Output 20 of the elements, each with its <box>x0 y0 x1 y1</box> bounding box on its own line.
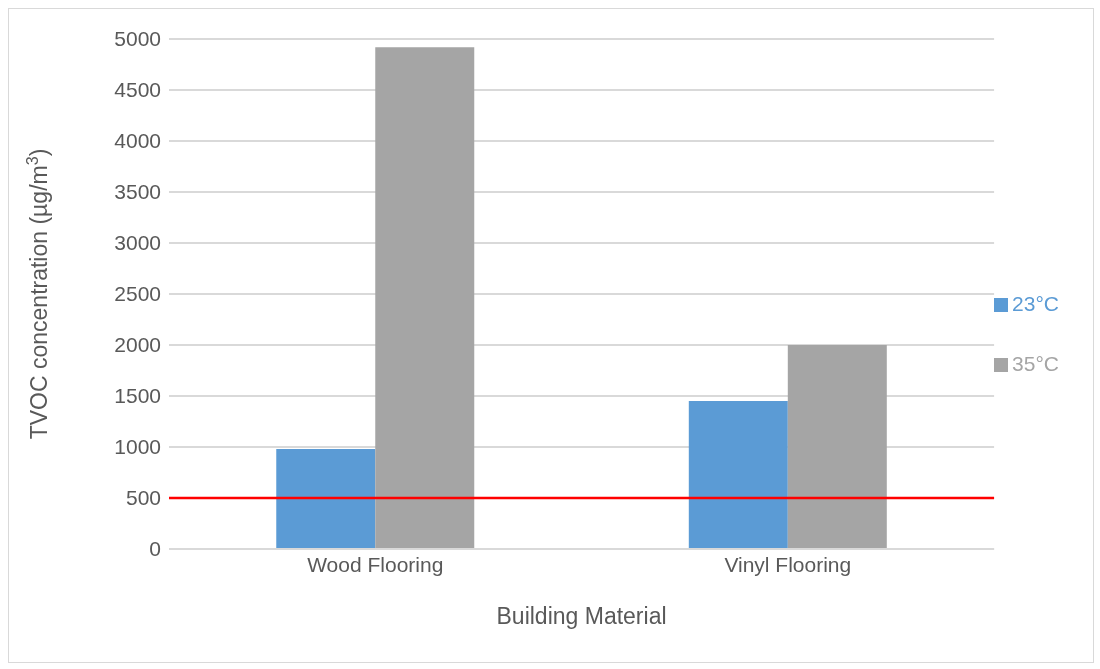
y-tick-label: 2500 <box>114 282 161 306</box>
legend-label: 35°C <box>1012 352 1059 375</box>
bar <box>688 401 788 549</box>
x-axis-title: Building Material <box>496 603 667 629</box>
y-tick-label: 500 <box>125 486 161 510</box>
y-tick-label: 2000 <box>114 333 161 357</box>
bar <box>276 449 376 549</box>
y-tick-label: 3500 <box>114 180 161 204</box>
y-tick-label: 1500 <box>114 384 161 408</box>
y-tick-label: 4000 <box>114 129 161 153</box>
x-tick-label: Wood Flooring <box>307 552 444 576</box>
legend-label: 23°C <box>1012 292 1059 315</box>
y-tick-label: 5000 <box>114 27 161 51</box>
y-tick-label: 1000 <box>114 435 161 459</box>
y-tick-label: 0 <box>149 537 161 561</box>
x-tick-label: Vinyl Flooring <box>724 552 852 576</box>
bar <box>787 345 887 549</box>
bar <box>375 47 475 549</box>
y-tick-label: 3000 <box>114 231 161 255</box>
y-tick-label: 4500 <box>114 78 161 102</box>
